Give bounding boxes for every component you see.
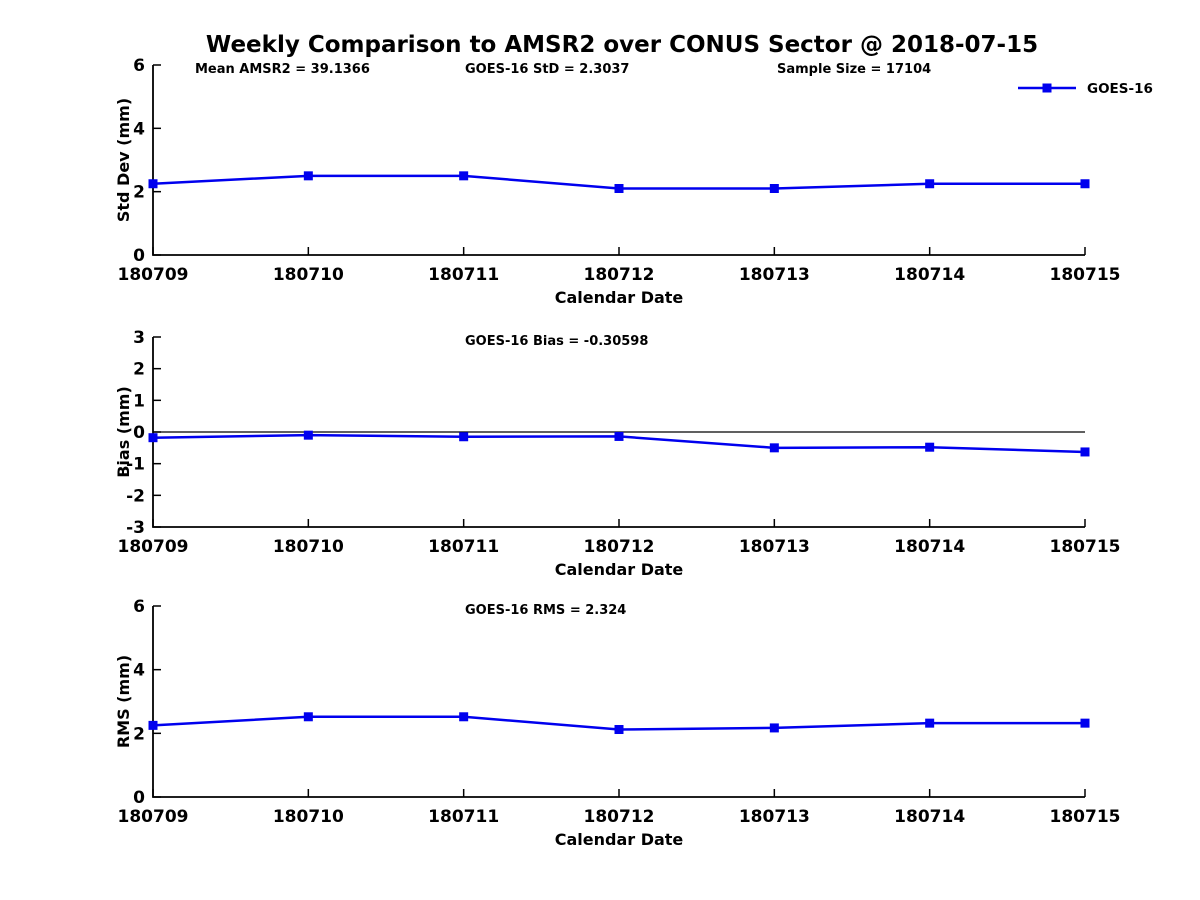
x-tick-label: 180710 <box>273 537 344 557</box>
axes-spines <box>152 65 1085 256</box>
x-tick-label: 180713 <box>739 807 810 827</box>
y-axis-label: Bias (mm) <box>114 386 133 478</box>
stat-annotation: Mean AMSR2 = 39.1366 <box>195 62 370 77</box>
y-tick-label: 2 <box>133 360 145 380</box>
data-point-marker <box>1080 179 1090 189</box>
data-point-marker <box>148 433 158 443</box>
y-tick-label: -1 <box>126 455 145 475</box>
x-tick-label: 180714 <box>894 537 965 557</box>
y-tick-label: 6 <box>133 597 145 617</box>
stat-annotation: GOES-16 RMS = 2.324 <box>465 603 626 618</box>
x-tick-label: 180713 <box>739 537 810 557</box>
x-tick-label: 180711 <box>428 537 499 557</box>
y-tick-label: 0 <box>133 788 145 808</box>
x-tick-label: 180711 <box>428 807 499 827</box>
x-tick-label: 180712 <box>584 537 655 557</box>
x-axis-label: Calendar Date <box>555 288 684 307</box>
x-tick-label: 180709 <box>118 537 189 557</box>
legend-label: GOES-16 <box>1087 81 1153 97</box>
data-point-marker <box>1080 718 1090 728</box>
data-point-marker <box>459 171 469 181</box>
y-axis-label: Std Dev (mm) <box>114 98 133 222</box>
legend-marker <box>1042 83 1052 93</box>
x-tick-label: 180709 <box>118 807 189 827</box>
data-point-marker <box>925 179 935 189</box>
y-tick-label: 0 <box>133 423 145 443</box>
y-tick-label: -2 <box>126 486 145 506</box>
data-point-marker <box>769 443 779 453</box>
data-point-marker <box>769 184 779 193</box>
x-tick-label: 180714 <box>894 807 965 827</box>
data-point-marker <box>303 712 313 722</box>
data-point-marker <box>148 720 158 730</box>
y-tick-label: 6 <box>133 56 145 76</box>
data-point-marker <box>459 432 469 442</box>
x-tick-label: 180715 <box>1050 265 1121 285</box>
data-point-marker <box>459 712 469 722</box>
x-tick-label: 180710 <box>273 265 344 285</box>
data-point-marker <box>769 723 779 733</box>
x-tick-label: 180712 <box>584 807 655 827</box>
y-tick-label: 2 <box>133 724 145 744</box>
x-tick-label: 180711 <box>428 265 499 285</box>
data-point-marker <box>303 171 313 181</box>
stat-annotation: Sample Size = 17104 <box>777 62 931 77</box>
x-tick-label: 180715 <box>1050 537 1121 557</box>
y-tick-label: 1 <box>133 391 145 411</box>
data-point-marker <box>614 431 624 441</box>
x-axis-label: Calendar Date <box>555 830 684 849</box>
data-point-marker <box>925 718 935 728</box>
figure-title: Weekly Comparison to AMSR2 over CONUS Se… <box>205 32 1039 58</box>
y-tick-label: 4 <box>133 661 145 681</box>
x-tick-label: 180715 <box>1050 807 1121 827</box>
stat-annotation: GOES-16 Bias = -0.30598 <box>465 334 648 349</box>
x-tick-label: 180709 <box>118 265 189 285</box>
data-point-marker <box>614 184 624 193</box>
y-tick-label: 3 <box>133 328 145 348</box>
data-point-marker <box>1080 447 1090 457</box>
x-tick-label: 180714 <box>894 265 965 285</box>
x-tick-label: 180713 <box>739 265 810 285</box>
data-point-marker <box>614 725 624 735</box>
stat-annotation: GOES-16 StD = 2.3037 <box>465 62 629 77</box>
y-tick-label: 0 <box>133 246 145 266</box>
data-point-marker <box>925 442 935 452</box>
y-tick-label: 4 <box>133 119 145 139</box>
y-axis-label: RMS (mm) <box>114 655 133 748</box>
x-tick-label: 180710 <box>273 807 344 827</box>
y-tick-label: -3 <box>126 518 145 538</box>
x-axis-label: Calendar Date <box>555 560 684 579</box>
y-tick-label: 2 <box>133 183 145 203</box>
axes-spines <box>152 606 1085 798</box>
x-tick-label: 180712 <box>584 265 655 285</box>
data-point-marker <box>148 179 158 189</box>
data-point-marker <box>303 430 313 440</box>
